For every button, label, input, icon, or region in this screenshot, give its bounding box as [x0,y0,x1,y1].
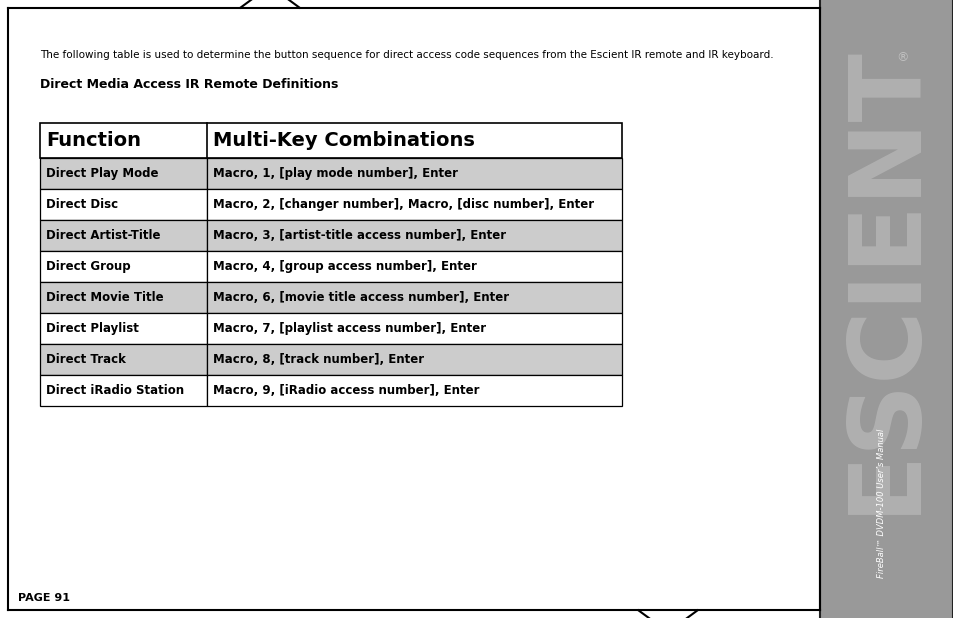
Bar [40,344,207,375]
Bar [40,251,207,282]
Text: Macro, 1, [play mode number], Enter: Macro, 1, [play mode number], Enter [213,167,457,180]
Text: ESCIENT: ESCIENT [836,43,933,514]
Text: Function: Function [46,131,141,150]
Bar [40,282,207,313]
Text: PAGE 91: PAGE 91 [18,593,70,603]
Text: Direct Track: Direct Track [46,353,126,366]
Text: ®: ® [896,51,908,64]
Text: Macro, 8, [track number], Enter: Macro, 8, [track number], Enter [213,353,424,366]
Bar [207,344,621,375]
Text: Direct Playlist: Direct Playlist [46,322,139,335]
Bar [820,0,953,618]
Text: Multi-Key Combinations: Multi-Key Combinations [213,131,475,150]
Bar [207,220,621,251]
Bar [40,189,207,220]
Text: Macro, 9, [iRadio access number], Enter: Macro, 9, [iRadio access number], Enter [213,384,479,397]
Text: FireBall™ DVDM-100 User’s Manual: FireBall™ DVDM-100 User’s Manual [877,428,885,578]
Text: Macro, 3, [artist-title access number], Enter: Macro, 3, [artist-title access number], … [213,229,506,242]
Text: Macro, 7, [playlist access number], Enter: Macro, 7, [playlist access number], Ente… [213,322,486,335]
Text: Macro, 6, [movie title access number], Enter: Macro, 6, [movie title access number], E… [213,291,509,304]
Bar [40,220,207,251]
Bar [40,158,207,189]
Text: The following table is used to determine the button sequence for direct access c: The following table is used to determine… [40,50,773,60]
Bar [40,123,621,158]
Polygon shape [638,610,698,618]
Bar [207,313,621,344]
Text: Direct Disc: Direct Disc [46,198,118,211]
Text: Direct iRadio Station: Direct iRadio Station [46,384,184,397]
Bar [207,251,621,282]
Text: Macro, 2, [changer number], Macro, [disc number], Enter: Macro, 2, [changer number], Macro, [disc… [213,198,594,211]
Text: Direct Play Mode: Direct Play Mode [46,167,158,180]
Text: Macro, 4, [group access number], Enter: Macro, 4, [group access number], Enter [213,260,476,273]
Bar [207,375,621,406]
Bar [40,313,207,344]
Bar [207,282,621,313]
Text: Direct Artist-Title: Direct Artist-Title [46,229,160,242]
Text: Direct Movie Title: Direct Movie Title [46,291,164,304]
Bar [207,158,621,189]
Text: Direct Media Access IR Remote Definitions: Direct Media Access IR Remote Definition… [40,78,338,91]
Bar [207,189,621,220]
Text: Direct Group: Direct Group [46,260,131,273]
Bar [40,375,207,406]
Polygon shape [240,0,299,8]
